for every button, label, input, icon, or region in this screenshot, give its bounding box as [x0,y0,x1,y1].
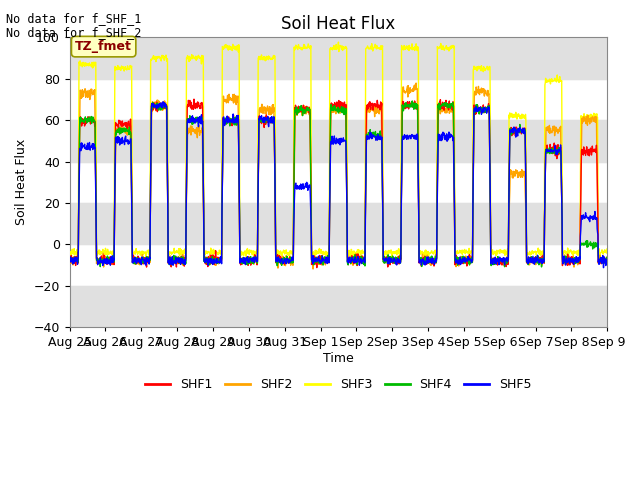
SHF2 [309,266,317,272]
SHF3 [388,254,396,260]
SHF5 [600,265,607,271]
Bar [70,203,607,244]
SHF3 [66,252,74,258]
SHF2 [540,256,548,262]
Text: TZ_fmet: TZ_fmet [76,40,132,53]
SHF2 [422,258,430,264]
SHF1 [540,255,548,261]
Text: No data for f_SHF_1: No data for f_SHF_1 [6,12,142,25]
SHF4 [422,257,429,263]
SHF2 [172,259,180,265]
SHF4 [172,257,180,263]
SHF5 [173,259,180,265]
SHF2 [66,258,74,264]
SHF1 [66,258,74,264]
X-axis label: Time: Time [323,352,354,365]
Line: SHF3: SHF3 [70,42,607,257]
SHF5 [66,253,74,259]
SHF4 [245,257,253,263]
SHF2 [412,80,420,86]
SHF1 [185,103,193,109]
SHF3 [540,252,548,258]
Bar [70,37,607,79]
SHF1 [246,258,253,264]
SHF1 [172,261,180,266]
SHF1 [603,254,611,260]
Line: SHF2: SHF2 [70,83,607,269]
Line: SHF5: SHF5 [70,102,607,268]
SHF5 [159,99,167,105]
SHF5 [186,120,193,125]
SHF4 [603,257,611,263]
SHF4 [492,260,500,265]
SHF1 [422,256,430,262]
SHF2 [185,125,193,131]
Title: Soil Heat Flux: Soil Heat Flux [282,15,396,33]
SHF3 [603,246,611,252]
SHF1 [493,258,500,264]
Bar [70,286,607,327]
SHF5 [540,256,547,262]
SHF2 [245,258,253,264]
SHF5 [246,255,253,261]
SHF3 [422,248,430,253]
Line: SHF4: SHF4 [70,101,607,267]
SHF4 [185,116,193,122]
Legend: SHF1, SHF2, SHF3, SHF4, SHF5: SHF1, SHF2, SHF3, SHF4, SHF5 [140,373,537,396]
SHF3 [493,252,500,257]
SHF4 [66,255,74,261]
SHF3 [245,252,253,257]
Y-axis label: Soil Heat Flux: Soil Heat Flux [15,139,28,226]
Text: No data for f_SHF_2: No data for f_SHF_2 [6,26,142,39]
SHF5 [603,258,611,264]
Bar [70,120,607,162]
SHF5 [492,259,500,265]
SHF2 [603,259,611,264]
SHF4 [408,98,416,104]
SHF5 [422,258,429,264]
Line: SHF1: SHF1 [70,99,607,268]
SHF1 [313,265,321,271]
SHF3 [335,39,342,45]
SHF2 [493,255,500,261]
SHF4 [538,264,545,270]
SHF3 [172,250,180,255]
SHF3 [185,59,193,64]
SHF1 [190,96,198,102]
SHF4 [540,257,548,263]
